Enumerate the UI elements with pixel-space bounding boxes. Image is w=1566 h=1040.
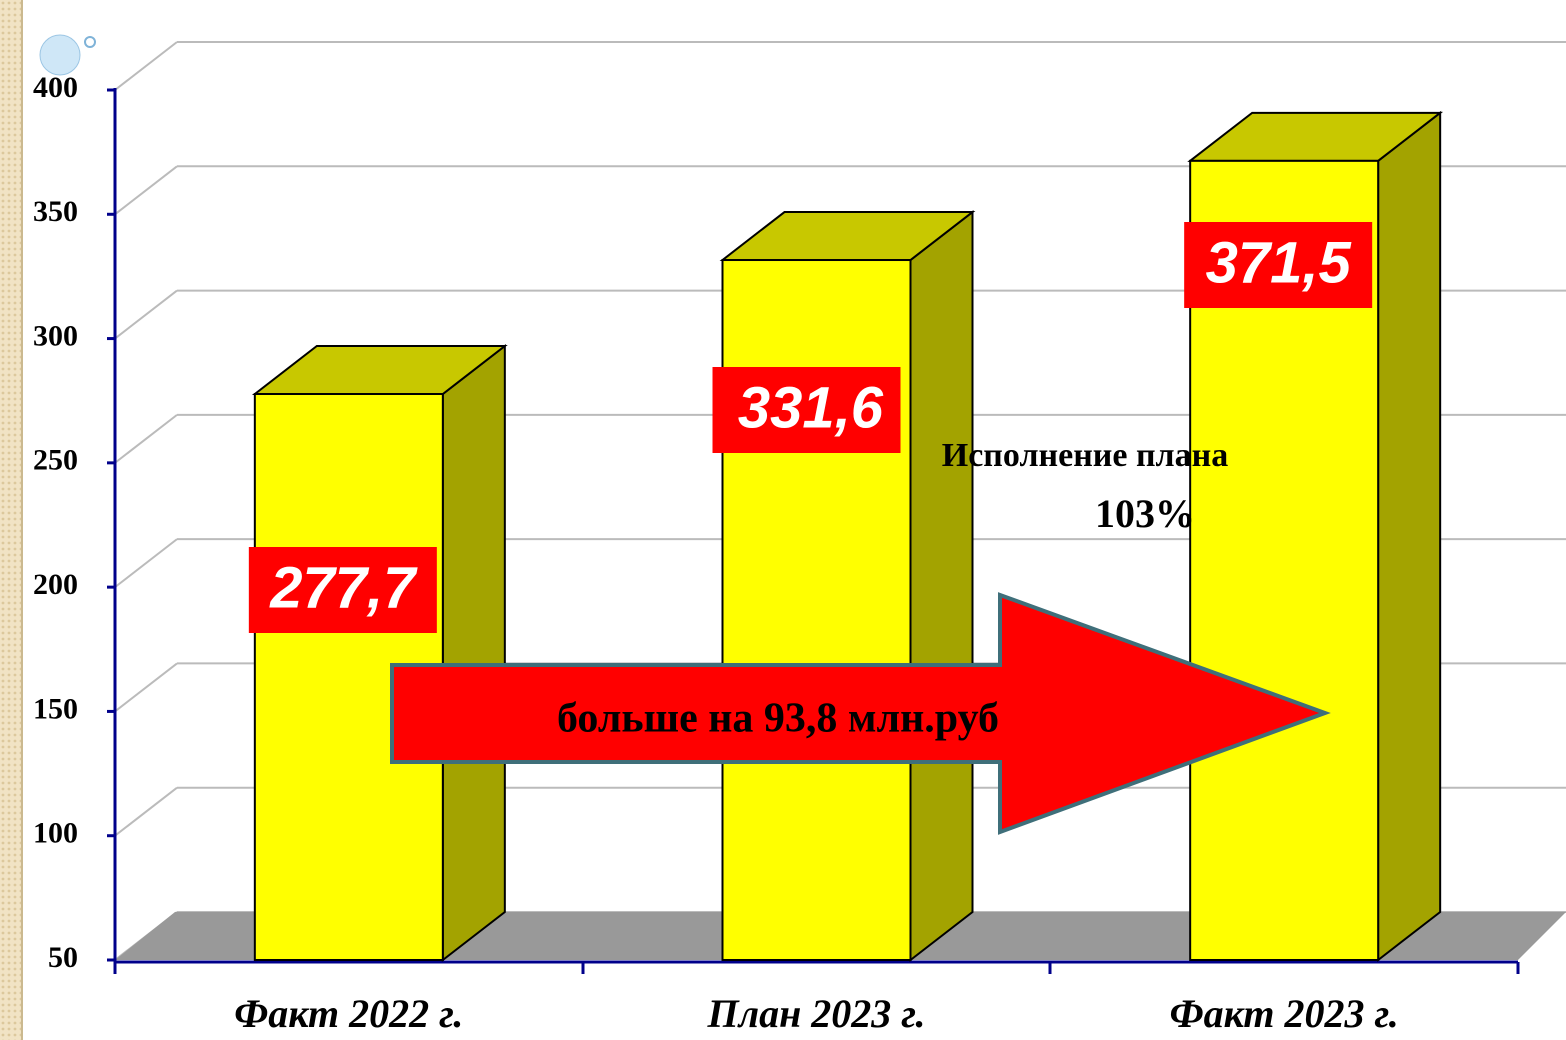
grid-line xyxy=(114,662,178,713)
bar-side xyxy=(1377,110,1442,963)
y-tick-label: 250 xyxy=(33,444,78,477)
grid-line xyxy=(114,165,178,216)
labels: 50 100 150 200 250 300 350 400 Факт 2022 г. 277,7… xyxy=(33,71,1399,1036)
x-tick-label: Факт 2023 г. xyxy=(1170,991,1399,1036)
value-label-box xyxy=(248,547,437,633)
value-label-box xyxy=(712,367,901,453)
y-tick-label: 350 xyxy=(33,195,78,228)
x-tick-label: План 2023 г. xyxy=(706,991,925,1036)
annotation: 103% xyxy=(1095,491,1195,536)
decor-bubble xyxy=(39,34,81,76)
grid-line xyxy=(114,289,178,340)
bar xyxy=(721,259,912,962)
x-tick-label: Факт 2022 г. xyxy=(234,991,463,1036)
bar-side xyxy=(441,343,506,963)
y-tick-label: 300 xyxy=(33,319,78,352)
side-decoration xyxy=(0,0,22,1040)
arrow-text: больше на 93,8 млн.руб xyxy=(557,696,999,742)
grid-line xyxy=(114,414,178,464)
y-tick-label: 100 xyxy=(33,817,78,850)
decor-bubble xyxy=(84,36,96,48)
value-label: 277,7 xyxy=(269,555,418,620)
grid-line xyxy=(114,41,178,91)
annotation: Исполнение плана xyxy=(942,437,1228,474)
y-tick-label: 400 xyxy=(33,71,78,104)
value-label: 331,6 xyxy=(738,375,884,440)
value-label-box xyxy=(1184,222,1373,308)
y-tick-label: 50 xyxy=(48,941,78,974)
y-tick-label: 150 xyxy=(33,692,78,725)
value-label: 371,5 xyxy=(1206,230,1352,295)
grid-line xyxy=(114,786,178,837)
bar-side xyxy=(909,209,974,963)
grid-line xyxy=(114,538,178,588)
y-tick-label: 200 xyxy=(33,568,78,601)
arrow xyxy=(390,592,1331,835)
